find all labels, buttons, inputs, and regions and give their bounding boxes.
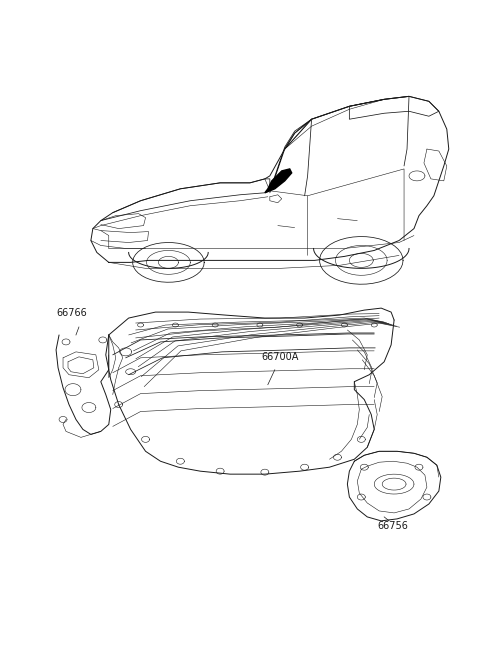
- Text: 66756: 66756: [377, 521, 408, 531]
- Text: 66700A: 66700A: [262, 352, 299, 362]
- Polygon shape: [265, 169, 292, 193]
- Text: 66766: 66766: [56, 308, 87, 318]
